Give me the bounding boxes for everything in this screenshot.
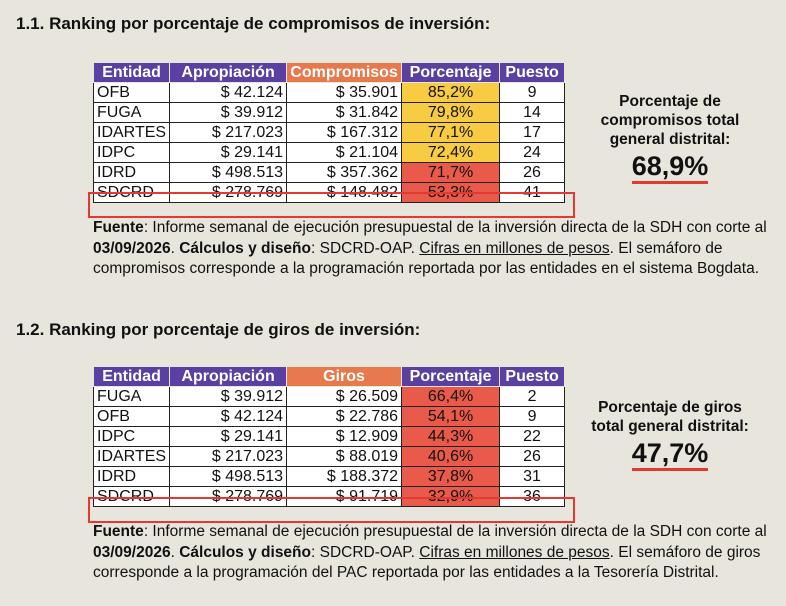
payments-ranking-table: Entidad Apropiación Giros Porcentaje Pue… [92,366,566,507]
cell-entidad: IDRD [92,466,171,487]
cell-entidad: OFB [92,406,171,427]
table-row: SDCRD $ 278.769 $ 148.482 53,3% 41 [92,182,566,203]
header-apropiacion: Apropiación [169,366,288,387]
cell-porcentaje: 66,4% [401,386,501,407]
payments-summary: Porcentaje de giros total general distri… [580,398,760,471]
cell-valor: $ 357.362 [286,162,403,183]
cell-valor: $ 26.509 [286,386,403,407]
table-header-row: Entidad Apropiación Giros Porcentaje Pue… [92,366,566,387]
table-row: IDRD $ 498.513 $ 357.362 71,7% 26 [92,162,566,183]
cell-apropiacion: $ 498.513 [169,162,288,183]
table-row: IDARTES $ 217.023 $ 167.312 77,1% 17 [92,122,566,143]
cell-entidad: SDCRD [92,486,171,507]
cell-porcentaje: 54,1% [401,406,501,427]
cell-apropiacion: $ 42.124 [169,406,288,427]
commitments-summary-label: Porcentaje de compromisos total general … [600,93,740,148]
section1-source-note: Fuente: Informe semanal de ejecución pre… [93,219,767,277]
payments-summary-value: 47,7% [631,438,709,471]
table-row: FUGA $ 39.912 $ 26.509 66,4% 2 [92,386,566,407]
cell-entidad: IDPC [92,426,171,447]
cell-porcentaje: 53,3% [401,182,501,203]
cell-puesto: 17 [499,122,566,143]
cell-apropiacion: $ 42.124 [169,82,288,103]
cell-puesto: 36 [499,486,566,507]
cell-apropiacion: $ 217.023 [169,446,288,467]
cell-valor: $ 148.482 [286,182,403,203]
table-row: IDRD $ 498.513 $ 188.372 37,8% 31 [92,466,566,487]
header-entidad: Entidad [92,366,171,387]
header-porcentaje: Porcentaje [401,62,501,83]
cell-valor: $ 188.372 [286,466,403,487]
cell-porcentaje: 32,9% [401,486,501,507]
table-row: IDARTES $ 217.023 $ 88.019 40,6% 26 [92,446,566,467]
cell-puesto: 26 [499,162,566,183]
cell-puesto: 24 [499,142,566,163]
header-giros: Giros [286,366,403,387]
cell-valor: $ 22.786 [286,406,403,427]
cell-valor: $ 167.312 [286,122,403,143]
cell-apropiacion: $ 278.769 [169,182,288,203]
cell-apropiacion: $ 29.141 [169,426,288,447]
cell-apropiacion: $ 217.023 [169,122,288,143]
cell-puesto: 41 [499,182,566,203]
cell-entidad: SDCRD [92,182,171,203]
cell-puesto: 9 [499,406,566,427]
cell-porcentaje: 85,2% [401,82,501,103]
cell-valor: $ 31.842 [286,102,403,123]
cell-puesto: 9 [499,82,566,103]
cell-entidad: OFB [92,82,171,103]
cell-valor: $ 12.909 [286,426,403,447]
cell-porcentaje: 71,7% [401,162,501,183]
section2-title: 1.2. Ranking por porcentaje de giros de … [16,320,421,339]
cell-entidad: IDARTES [92,122,171,143]
table-row: IDPC $ 29.141 $ 21.104 72,4% 24 [92,142,566,163]
cell-entidad: IDRD [92,162,171,183]
header-compromisos: Compromisos [286,62,403,83]
cell-porcentaje: 44,3% [401,426,501,447]
section1-title: 1.1. Ranking por porcentaje de compromis… [16,14,491,33]
cell-entidad: FUGA [92,102,171,123]
cell-porcentaje: 37,8% [401,466,501,487]
table-row: IDPC $ 29.141 $ 12.909 44,3% 22 [92,426,566,447]
cell-porcentaje: 40,6% [401,446,501,467]
cell-puesto: 22 [499,426,566,447]
header-apropiacion: Apropiación [169,62,288,83]
header-puesto: Puesto [499,366,566,387]
table-row: SDCRD $ 278.769 $ 91.719 32,9% 36 [92,486,566,507]
header-porcentaje: Porcentaje [401,366,501,387]
cell-puesto: 26 [499,446,566,467]
cell-porcentaje: 79,8% [401,102,501,123]
cell-apropiacion: $ 39.912 [169,102,288,123]
header-entidad: Entidad [92,62,171,83]
table-row: OFB $ 42.124 $ 22.786 54,1% 9 [92,406,566,427]
cell-entidad: IDARTES [92,446,171,467]
cell-valor: $ 21.104 [286,142,403,163]
cell-puesto: 14 [499,102,566,123]
cell-apropiacion: $ 278.769 [169,486,288,507]
cell-porcentaje: 72,4% [401,142,501,163]
cell-valor: $ 88.019 [286,446,403,467]
cell-apropiacion: $ 498.513 [169,466,288,487]
section2-source-note: Fuente: Informe semanal de ejecución pre… [93,523,767,581]
payments-summary-label: Porcentaje de giros total general distri… [591,399,749,435]
cell-entidad: IDPC [92,142,171,163]
table-row: OFB $ 42.124 $ 35.901 85,2% 9 [92,82,566,103]
header-puesto: Puesto [499,62,566,83]
table-row: FUGA $ 39.912 $ 31.842 79,8% 14 [92,102,566,123]
cell-puesto: 31 [499,466,566,487]
cell-porcentaje: 77,1% [401,122,501,143]
commitments-summary-value: 68,9% [631,151,709,184]
cell-puesto: 2 [499,386,566,407]
cell-valor: $ 35.901 [286,82,403,103]
table-header-row: Entidad Apropiación Compromisos Porcenta… [92,62,566,83]
commitments-ranking-table: Entidad Apropiación Compromisos Porcenta… [92,62,566,203]
cell-apropiacion: $ 29.141 [169,142,288,163]
cell-valor: $ 91.719 [286,486,403,507]
cell-entidad: FUGA [92,386,171,407]
commitments-summary: Porcentaje de compromisos total general … [580,92,760,184]
cell-apropiacion: $ 39.912 [169,386,288,407]
